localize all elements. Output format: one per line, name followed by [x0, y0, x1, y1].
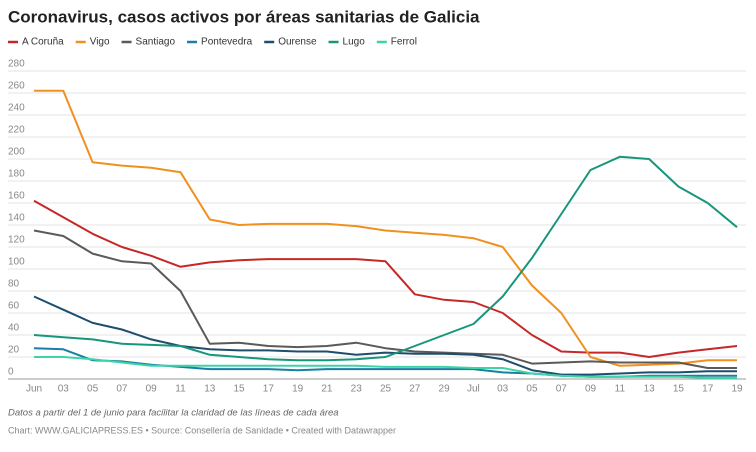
series-line: [33, 229, 737, 369]
x-tick-label: 25: [380, 384, 392, 395]
y-tick-label: 40: [8, 323, 20, 334]
y-tick-label: 180: [8, 169, 25, 180]
y-tick-label: 280: [8, 59, 25, 70]
chart-note: Datos a partir del 1 de junio para facil…: [8, 408, 339, 419]
y-tick-label: 220: [8, 125, 25, 136]
x-tick-label: 19: [731, 384, 743, 395]
legend-label: Pontevedra: [201, 37, 253, 48]
x-tick-label: 11: [615, 384, 626, 395]
series-line: [33, 155, 738, 362]
y-tick-label: 20: [8, 345, 20, 356]
x-tick-label: 07: [116, 384, 128, 395]
x-tick-label: 03: [497, 384, 509, 395]
x-tick-label: 09: [585, 384, 597, 395]
series-line: [33, 199, 738, 358]
series-line: [34, 356, 737, 379]
x-tick-label: 21: [321, 384, 333, 395]
series-line: [34, 89, 737, 367]
y-tick-label: 120: [8, 235, 25, 246]
x-tick-label: 29: [439, 384, 451, 395]
legend-label: Ferrol: [391, 37, 417, 48]
y-tick-label: 60: [8, 301, 20, 312]
legend-label: Ourense: [278, 37, 317, 48]
x-tick-label: 05: [526, 384, 538, 395]
legend-label: Santiago: [136, 37, 176, 48]
y-tick-label: 260: [8, 81, 25, 92]
x-tick-label: 13: [204, 384, 216, 395]
legend-label: A Coruña: [22, 37, 64, 48]
x-tick-label: 11: [175, 384, 186, 395]
x-tick-label: Jul: [467, 384, 480, 395]
legend-label: Lugo: [343, 37, 366, 48]
x-tick-label: 15: [673, 384, 685, 395]
y-tick-label: 140: [8, 213, 25, 224]
x-tick-label: 03: [58, 384, 70, 395]
x-tick-label: 13: [644, 384, 656, 395]
y-tick-label: 100: [8, 257, 25, 268]
x-tick-label: Jun: [26, 384, 42, 395]
series-line: [33, 295, 737, 376]
y-tick-label: 0: [8, 367, 14, 378]
y-tick-label: 200: [8, 147, 25, 158]
chart-footer: Chart: WWW.GALICIAPRESS.ES • Source: Con…: [8, 425, 396, 435]
x-tick-label: 27: [409, 384, 421, 395]
x-tick-label: 15: [233, 384, 245, 395]
x-tick-label: 17: [263, 384, 275, 395]
x-tick-label: 07: [556, 384, 568, 395]
x-tick-label: 05: [87, 384, 99, 395]
y-tick-label: 240: [8, 103, 25, 114]
y-tick-label: 160: [8, 191, 25, 202]
x-tick-label: 23: [351, 384, 363, 395]
y-tick-label: 80: [8, 279, 20, 290]
chart-title: Coronavirus, casos activos por áreas san…: [8, 7, 480, 26]
x-tick-label: 09: [146, 384, 158, 395]
x-tick-label: 19: [292, 384, 304, 395]
legend-label: Vigo: [90, 37, 110, 48]
x-tick-label: 17: [702, 384, 714, 395]
